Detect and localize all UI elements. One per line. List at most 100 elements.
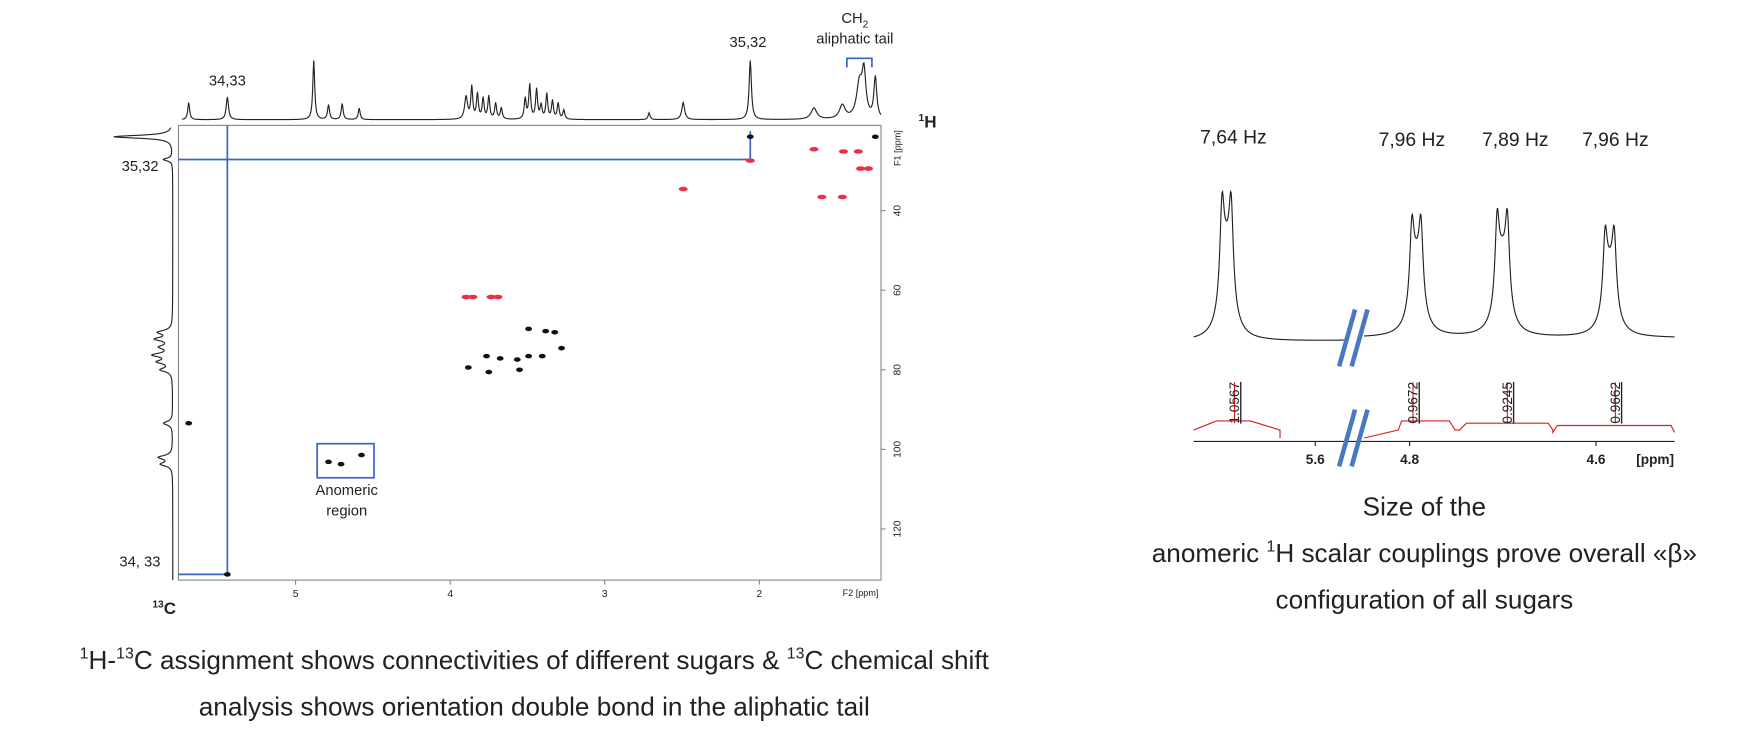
cross-peak: [817, 194, 827, 200]
integral-curve: [1193, 420, 1675, 439]
tick-label: 5.6: [1306, 452, 1325, 467]
cross-peak: [468, 294, 478, 300]
text: anomeric: [1152, 538, 1267, 568]
connect-line: [178, 125, 229, 576]
tick-label: 120: [892, 520, 903, 537]
c-projection: [113, 127, 174, 581]
cross-peak: [525, 353, 533, 359]
tick-label: 4: [447, 589, 453, 600]
tick-label: 5: [293, 589, 299, 600]
tick-label: 40: [892, 205, 903, 217]
text: H: [924, 113, 936, 132]
axis-unit: F2 [ppm]: [843, 588, 879, 598]
axis-label: 1H: [919, 113, 937, 132]
superscript: 13: [116, 646, 134, 663]
integral-label: 0.9662: [1608, 382, 1623, 424]
cross-peak: [538, 353, 546, 359]
tick-label: 3: [602, 589, 608, 600]
text: CH: [841, 11, 862, 27]
cross-peak: [516, 367, 523, 373]
connect-line: [178, 131, 752, 161]
cross-peak: [837, 194, 847, 200]
text: C: [164, 599, 176, 618]
tick-label: 2: [757, 589, 763, 600]
break-mark: [1349, 308, 1370, 367]
cross-peak: [358, 452, 365, 458]
axis-unit: F1 [ppm]: [892, 130, 902, 166]
axis-unit: [ppm]: [1636, 452, 1674, 467]
superscript: 1: [80, 646, 89, 663]
cross-peak: [551, 330, 559, 335]
cross-peak: [223, 572, 231, 577]
cross-peak: [493, 294, 503, 300]
cross-peak: [325, 459, 332, 465]
connectivity-lines: [178, 125, 752, 576]
cross-peak: [485, 369, 493, 375]
cross-peak: [853, 149, 863, 154]
subscript: 2: [863, 20, 869, 31]
superscript: 13: [152, 599, 164, 610]
integral-label: 0.9672: [1406, 382, 1421, 424]
h-spectrum: [1193, 190, 1675, 341]
cross-peak: [863, 166, 874, 171]
coupling-label: 7,89 Hz: [1482, 130, 1549, 151]
spectrum-labels: 7,64 Hz 7,96 Hz 7,89 Hz 7,96 Hz 1.0567 0.9672…: [1200, 128, 1674, 468]
text: C chemical shift: [804, 645, 989, 675]
cross-peak: [745, 158, 755, 163]
coupling-label: 7,64 Hz: [1200, 128, 1267, 149]
cross-peak: [461, 294, 471, 300]
axis-break: [1336, 308, 1370, 468]
peak-label: 35,32: [730, 35, 767, 51]
bracket: [846, 57, 873, 68]
cross-peak: [855, 166, 866, 171]
text: H scalar couplings prove overall «β»: [1275, 538, 1697, 568]
cross-peak: [496, 356, 504, 361]
peak-label: CH2: [841, 11, 868, 31]
caption: 1H-13C assignment shows connectivities o…: [80, 645, 990, 675]
coupling-label: 7,96 Hz: [1379, 130, 1446, 151]
integral-label: 1.0567: [1227, 382, 1242, 424]
cross-peak: [871, 134, 879, 140]
break-mark: [1336, 308, 1358, 367]
cross-peak: [486, 294, 496, 300]
cross-peak: [464, 365, 472, 370]
superscript: 1: [1266, 539, 1275, 556]
cross-peak: [525, 326, 533, 332]
cross-peak: [746, 134, 754, 140]
peak-label: aliphatic tail: [816, 32, 893, 48]
hsqc-frame: [177, 124, 882, 581]
superscript: 13: [787, 646, 805, 663]
cross-peak: [542, 328, 550, 334]
caption: Size of the: [1363, 491, 1486, 521]
tick-label: 100: [892, 441, 903, 458]
peak-label: 34, 33: [119, 554, 160, 570]
text: H-: [89, 645, 117, 675]
peak-label: 35,32: [122, 159, 159, 175]
peak-label: 34,33: [209, 74, 246, 90]
break-mark: [1336, 408, 1358, 468]
caption: analysis shows orientation double bond i…: [199, 691, 870, 721]
anomeric-box: [316, 442, 375, 479]
caption: configuration of all sugars: [1276, 585, 1574, 615]
cross-peak: [678, 186, 688, 192]
cross-peaks: [185, 134, 879, 577]
caption: anomeric 1H scalar couplings prove overa…: [1152, 538, 1697, 568]
tick-label: 80: [892, 364, 903, 376]
cross-peak: [185, 420, 193, 426]
tick-label: 60: [892, 284, 903, 296]
box-label: Anomeric: [316, 483, 378, 499]
cross-peak: [513, 357, 521, 362]
cross-peak: [809, 146, 819, 152]
h-projection: [181, 60, 882, 121]
tick-label: 4.6: [1587, 452, 1606, 467]
cross-peak: [838, 149, 849, 154]
integral-label: 0.9245: [1500, 382, 1515, 424]
tick-label: 4.8: [1400, 452, 1419, 467]
box-label: region: [326, 503, 367, 519]
break-mark: [1349, 408, 1370, 468]
axis-label: 13C: [152, 599, 176, 618]
coupling-label: 7,96 Hz: [1582, 130, 1649, 151]
text: C assignment shows connectivities of dif…: [134, 645, 787, 675]
superscript: 1: [919, 113, 925, 124]
